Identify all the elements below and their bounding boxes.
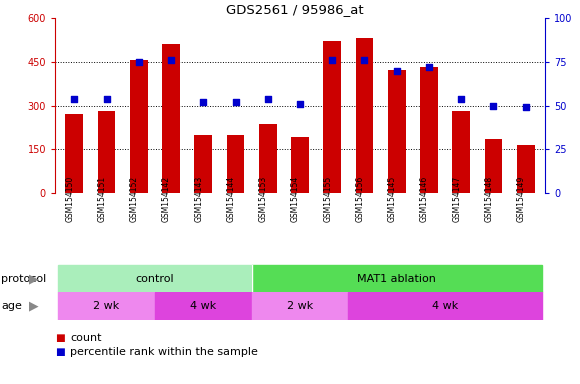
Bar	[252, 265, 542, 292]
Point	[166, 57, 176, 63]
Bar	[252, 292, 349, 320]
Point	[425, 64, 434, 70]
Point	[328, 57, 337, 63]
Point	[134, 59, 143, 65]
Text: ▶: ▶	[29, 272, 38, 285]
Bar	[58, 292, 155, 320]
Text: control: control	[136, 273, 174, 283]
Text: GSM154147: GSM154147	[452, 175, 461, 222]
Bar	[484, 139, 502, 193]
Text: GSM154148: GSM154148	[484, 176, 494, 222]
Text: 4 wk: 4 wk	[432, 301, 458, 311]
Bar	[324, 41, 341, 193]
Text: GSM154152: GSM154152	[130, 176, 139, 222]
Bar	[162, 44, 180, 193]
Bar	[349, 292, 542, 320]
Text: GSM154156: GSM154156	[356, 175, 364, 222]
Text: ▶: ▶	[29, 300, 38, 313]
Bar	[58, 265, 252, 292]
Point	[263, 96, 273, 102]
Bar	[155, 292, 252, 320]
Point	[295, 101, 305, 107]
Text: GSM154153: GSM154153	[259, 175, 268, 222]
Text: GSM154143: GSM154143	[194, 175, 203, 222]
Text: GSM154150: GSM154150	[66, 175, 74, 222]
Point	[198, 99, 208, 105]
Bar	[452, 111, 470, 193]
Text: GSM154145: GSM154145	[387, 175, 397, 222]
Text: GSM154144: GSM154144	[227, 175, 235, 222]
Point	[521, 104, 530, 110]
Bar	[130, 60, 148, 193]
Point	[489, 103, 498, 109]
Bar	[291, 137, 309, 193]
Text: 2 wk: 2 wk	[287, 301, 313, 311]
Text: GSM154154: GSM154154	[291, 175, 300, 222]
Point	[456, 96, 466, 102]
Text: GSM154155: GSM154155	[323, 175, 332, 222]
Point	[392, 68, 401, 74]
Bar	[420, 67, 438, 193]
Point	[70, 96, 79, 102]
Bar	[194, 135, 212, 193]
Text: percentile rank within the sample: percentile rank within the sample	[70, 347, 258, 357]
Text: protocol: protocol	[1, 273, 46, 283]
Text: 4 wk: 4 wk	[190, 301, 216, 311]
Point	[102, 96, 111, 102]
Text: count: count	[70, 333, 101, 343]
Point	[360, 57, 369, 63]
Text: GSM154151: GSM154151	[97, 176, 107, 222]
Bar	[388, 70, 405, 193]
Text: GSM154142: GSM154142	[162, 176, 171, 222]
Text: GSM154149: GSM154149	[517, 175, 525, 222]
Text: ■: ■	[55, 347, 65, 357]
Text: ■: ■	[55, 333, 65, 343]
Point	[231, 99, 240, 105]
Text: 2 wk: 2 wk	[93, 301, 119, 311]
Text: MAT1 ablation: MAT1 ablation	[357, 273, 436, 283]
Bar	[517, 146, 535, 193]
Bar	[227, 135, 244, 193]
Bar	[66, 114, 83, 193]
Bar	[356, 38, 374, 193]
Text: age: age	[1, 301, 22, 311]
Text: GSM154146: GSM154146	[420, 175, 429, 222]
Bar	[97, 111, 115, 193]
Text: GDS2561 / 95986_at: GDS2561 / 95986_at	[227, 3, 364, 16]
Bar	[259, 124, 277, 193]
